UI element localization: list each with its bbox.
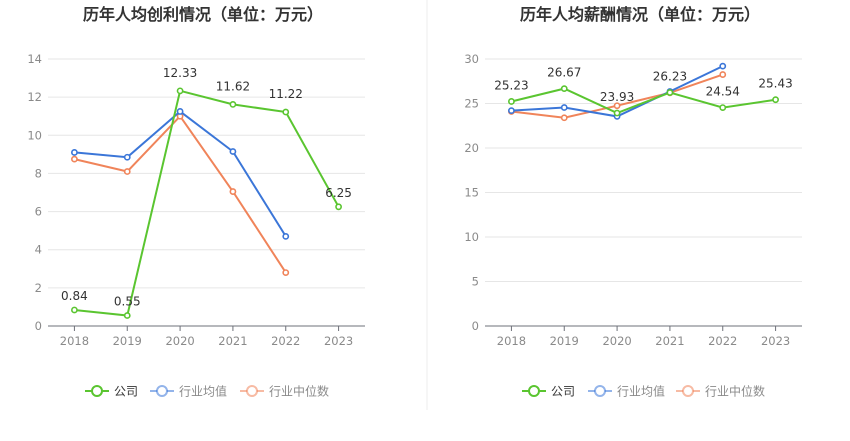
legend-label: 行业均值 — [617, 384, 665, 399]
x-tick-label: 2020 — [602, 334, 631, 348]
x-tick-label: 2018 — [60, 334, 89, 348]
x-tick-label: 2020 — [165, 334, 194, 348]
data-label: 25.23 — [494, 78, 528, 92]
legend-item-2: 行业均值 — [150, 384, 227, 399]
series-line-3 — [74, 114, 287, 274]
data-point — [123, 153, 131, 161]
legend-item-1: 公司 — [522, 385, 575, 399]
data-point — [282, 108, 290, 116]
data-point — [719, 71, 727, 78]
y-tick-label: 14 — [27, 52, 42, 66]
x-tick-label: 2019 — [113, 334, 142, 348]
data-label: 11.62 — [216, 79, 250, 93]
data-label: 26.23 — [653, 70, 687, 84]
chart-1: 历年人均创利情况（单位：万元） 0 2 4 6 8 10 12 14 2018 2019 2020 20… — [27, 5, 365, 399]
data-point — [229, 188, 237, 195]
data-point — [508, 98, 515, 105]
y-tick-label: 4 — [35, 243, 42, 257]
data-point — [560, 85, 568, 93]
x-tick-label: 2023 — [761, 334, 790, 348]
data-point — [508, 107, 515, 115]
data-point — [176, 108, 184, 115]
y-tick-label: 2 — [35, 281, 42, 295]
x-tick-label: 2018 — [497, 334, 526, 348]
data-point — [123, 312, 131, 319]
data-point — [719, 104, 727, 111]
data-label: 25.43 — [758, 77, 792, 91]
data-point — [123, 168, 131, 175]
data-label: 24.54 — [706, 85, 740, 99]
legend-label: 行业中位数 — [705, 384, 765, 399]
chart-title: 历年人均创利情况（单位：万元） — [83, 5, 323, 24]
y-tick-label: 15 — [464, 186, 479, 200]
legend-label: 行业中位数 — [269, 384, 329, 399]
chart-title: 历年人均薪酬情况（单位：万元） — [520, 5, 760, 24]
y-tick-label: 5 — [472, 275, 479, 289]
x-tick-label: 2019 — [550, 334, 579, 348]
legend-marker — [528, 385, 540, 397]
y-tick-label: 25 — [464, 97, 479, 111]
data-label: 6.25 — [325, 186, 352, 200]
legend-marker — [156, 385, 168, 397]
data-label: 12.33 — [163, 66, 197, 80]
legend-label: 公司 — [551, 385, 575, 399]
data-point — [229, 148, 237, 155]
chart-2: 历年人均薪酬情况（单位：万元） 0 5 10 15 20 25 30 2018 2019 2020 2… — [464, 5, 802, 399]
series-line-1 — [74, 89, 340, 317]
data-label: 11.22 — [269, 87, 303, 101]
legend-marker — [91, 385, 103, 397]
legend-item-1: 公司 — [85, 385, 138, 399]
data-point — [560, 104, 568, 111]
data-point — [613, 102, 621, 110]
y-tick-label: 0 — [35, 319, 42, 333]
legend-item-3: 行业中位数 — [240, 384, 329, 399]
data-point — [666, 89, 674, 96]
legend-item-2: 行业均值 — [588, 384, 665, 399]
y-tick-label: 20 — [464, 141, 479, 155]
data-label: 26.67 — [547, 66, 581, 80]
data-point — [282, 269, 290, 276]
legend-marker — [682, 385, 694, 397]
y-tick-label: 10 — [27, 128, 42, 142]
legend-label: 公司 — [114, 385, 138, 399]
data-point — [71, 155, 78, 163]
y-tick-label: 10 — [464, 230, 479, 244]
y-tick-label: 6 — [35, 205, 42, 219]
data-point — [71, 149, 78, 156]
y-tick-label: 12 — [27, 90, 42, 104]
data-point — [613, 109, 621, 117]
y-tick-label: 30 — [464, 52, 479, 66]
data-point — [229, 100, 237, 108]
data-point — [176, 87, 184, 95]
legend-label: 行业均值 — [179, 384, 227, 399]
data-point — [719, 62, 727, 70]
data-point — [282, 232, 290, 240]
data-label: 23.93 — [600, 90, 634, 104]
data-point — [772, 96, 779, 104]
data-label: 0.55 — [114, 295, 141, 309]
legend-marker — [594, 385, 606, 397]
x-tick-label: 2022 — [271, 334, 300, 348]
x-tick-label: 2021 — [218, 334, 247, 348]
legend-marker — [246, 385, 258, 397]
x-tick-label: 2021 — [655, 334, 684, 348]
y-tick-label: 0 — [472, 319, 479, 333]
legend-item-3: 行业中位数 — [676, 384, 765, 399]
x-tick-label: 2022 — [708, 334, 737, 348]
data-point — [335, 203, 342, 211]
y-tick-label: 8 — [35, 166, 42, 180]
series-line-1 — [511, 87, 776, 115]
data-point — [71, 306, 78, 314]
x-tick-label: 2023 — [324, 334, 353, 348]
data-label: 0.84 — [61, 289, 88, 303]
data-point — [560, 114, 568, 122]
